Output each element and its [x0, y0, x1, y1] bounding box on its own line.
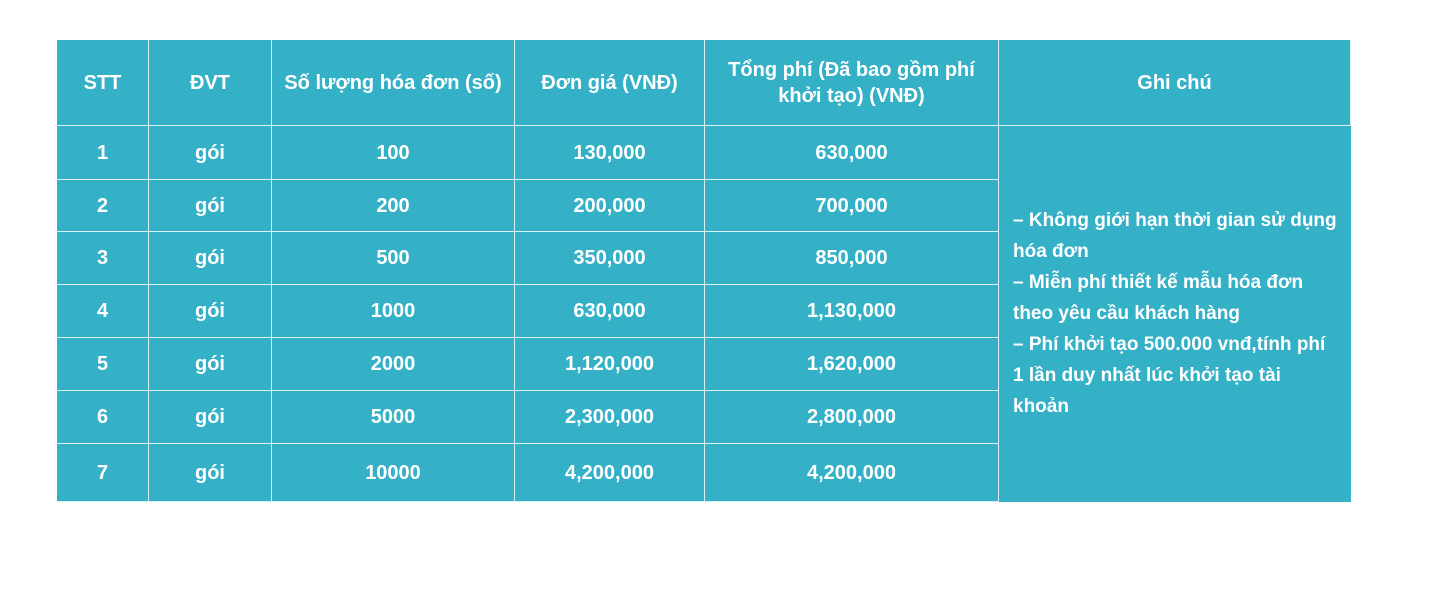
data-cell: 2,300,000 — [514, 390, 705, 444]
data-cell: gói — [148, 284, 272, 338]
pricing-table: STT ĐVT Số lượng hóa đơn (số) Đơn giá (VNĐ)… — [57, 40, 1351, 502]
data-row: 4 gói 1000 630,000 1,130,000 — [57, 284, 1351, 338]
data-row: 6 gói 5000 2,300,000 2,800,000 — [57, 390, 1351, 444]
header-row: STT ĐVT Số lượng hóa đơn (số) Đơn giá (VNĐ)… — [57, 40, 1351, 126]
header-cell: Ghi chú — [998, 40, 1351, 126]
data-cell: 350,000 — [514, 231, 705, 285]
data-cell: gói — [148, 390, 272, 444]
header-cell: Số lượng hóa đơn (số) — [271, 40, 515, 126]
data-cell: 5 — [57, 337, 149, 391]
note-line: – Không giới hạn thời gian sử dụng hóa đ… — [1013, 210, 1337, 263]
data-cell: 500 — [271, 231, 515, 285]
data-cell: 1,620,000 — [704, 337, 999, 391]
data-cell: 4 — [57, 284, 149, 338]
data-cell: 130,000 — [514, 125, 705, 180]
header-cell: STT — [57, 40, 149, 126]
data-cell: 2 — [57, 179, 149, 232]
data-cell: 200 — [271, 179, 515, 232]
data-cell: 4,200,000 — [704, 443, 999, 502]
header-cell: ĐVT — [148, 40, 272, 126]
data-cell: gói — [148, 443, 272, 502]
data-cell: 5000 — [271, 390, 515, 444]
data-cell: 200,000 — [514, 179, 705, 232]
data-cell: 2,800,000 — [704, 390, 999, 444]
data-cell: 2000 — [271, 337, 515, 391]
data-cell: gói — [148, 337, 272, 391]
data-row: 7 gói 10000 4,200,000 4,200,000 — [57, 443, 1351, 502]
data-cell: gói — [148, 179, 272, 232]
data-cell: 10000 — [271, 443, 515, 502]
data-cell: 700,000 — [704, 179, 999, 232]
data-cell: 1 — [57, 125, 149, 180]
data-cell: 4,200,000 — [514, 443, 705, 502]
data-cell: 7 — [57, 443, 149, 502]
data-cell: 1,120,000 — [514, 337, 705, 391]
data-row: 1 gói 100 130,000 630,000– Không giới hạn th… — [57, 125, 1351, 502]
data-cell: 1,130,000 — [704, 284, 999, 338]
data-cell: 6 — [57, 390, 149, 444]
note-cell: – Không giới hạn thời gian sử dụng hóa đ… — [998, 125, 1351, 502]
header-cell: Tổng phí (Đã bao gồm phí khởi tạo) (VNĐ) — [704, 40, 999, 126]
data-cell: 100 — [271, 125, 515, 180]
data-row: 3 gói 500 350,000 850,000 — [57, 231, 1351, 285]
data-cell: 630,000 — [704, 125, 999, 180]
data-cell: 850,000 — [704, 231, 999, 285]
data-row: 5 gói 2000 1,120,000 1,620,000 — [57, 337, 1351, 391]
data-cell: gói — [148, 125, 272, 180]
data-cell: 3 — [57, 231, 149, 285]
pricing-table-wrap: STT ĐVT Số lượng hóa đơn (số) Đơn giá (VNĐ)… — [57, 40, 1351, 502]
note-line: – Miễn phí thiết kế mẫu hóa đơn theo yêu… — [1013, 272, 1304, 325]
note-line: – Phí khởi tạo 500.000 vnđ,tính phí 1 lầ… — [1013, 334, 1326, 418]
data-cell: gói — [148, 231, 272, 285]
header-cell: Đơn giá (VNĐ) — [514, 40, 705, 126]
data-cell: 1000 — [271, 284, 515, 338]
data-cell: 630,000 — [514, 284, 705, 338]
